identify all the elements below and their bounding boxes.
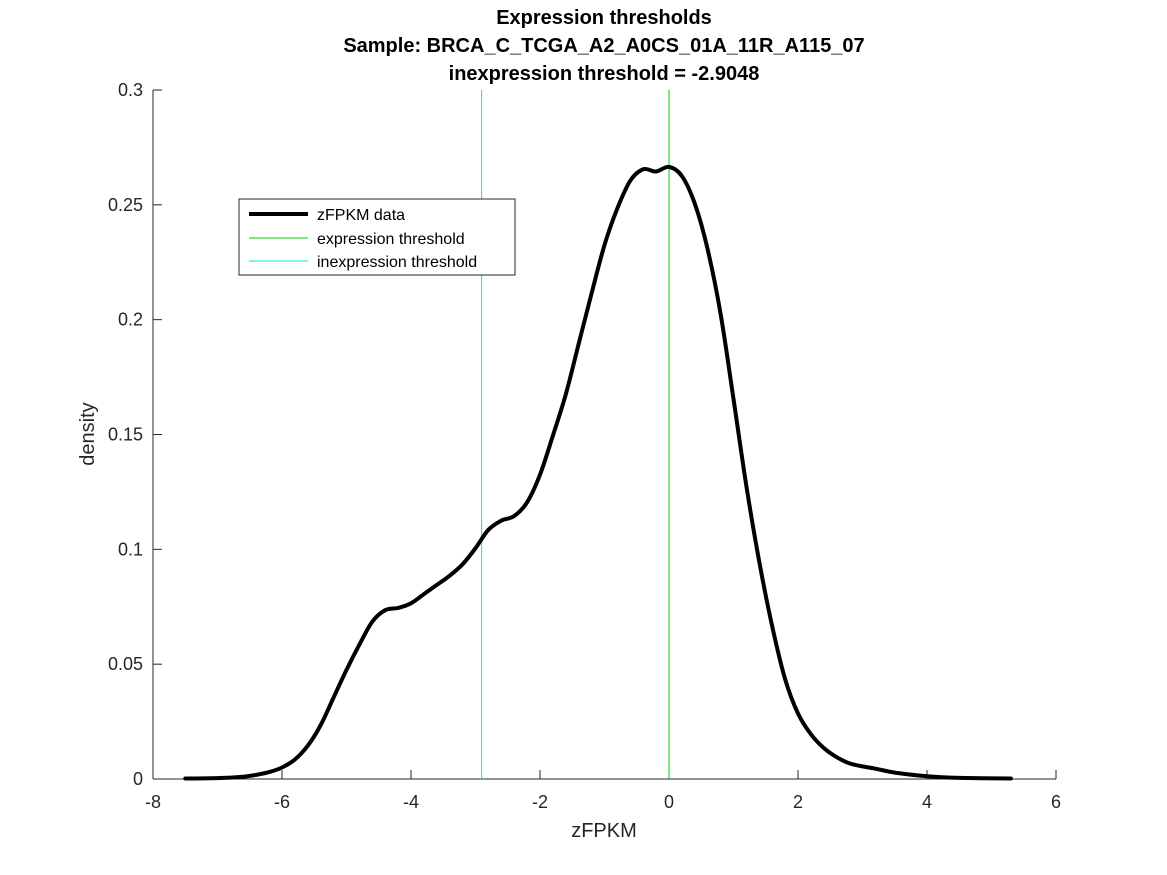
y-tick-label: 0.15 <box>108 425 143 445</box>
y-tick-label: 0 <box>133 769 143 789</box>
y-tick-label: 0.1 <box>118 539 143 559</box>
x-tick-label: -4 <box>403 792 419 812</box>
y-axis-label: density <box>77 402 99 465</box>
x-axis-label: zFPKM <box>571 820 637 842</box>
chart-title-line-2: Sample: BRCA_C_TCGA_A2_A0CS_01A_11R_A115… <box>343 35 864 57</box>
x-tick-label: 4 <box>922 792 932 812</box>
y-tick-label: 0.3 <box>118 80 143 100</box>
x-tick-label: 2 <box>793 792 803 812</box>
x-axis-ticks: -8 -6 -4 -2 0 2 4 6 <box>145 770 1061 812</box>
legend: zFPKM data expression threshold inexpres… <box>238 198 516 276</box>
y-tick-label: 0.2 <box>118 310 143 330</box>
legend-box <box>238 198 516 276</box>
x-tick-label: 0 <box>664 792 674 812</box>
x-tick-label: -8 <box>145 792 161 812</box>
x-tick-label: -6 <box>274 792 290 812</box>
legend-label-zfpkm-data: zFPKM data <box>317 207 405 224</box>
zfpkm-density-curve <box>183 164 1013 781</box>
legend-label-expression-threshold: expression threshold <box>317 231 465 248</box>
x-tick-label: -2 <box>532 792 548 812</box>
y-tick-label: 0.25 <box>108 195 143 215</box>
plot-area <box>153 90 1056 779</box>
legend-label-inexpression-threshold: inexpression threshold <box>317 254 477 271</box>
y-tick-label: 0.05 <box>108 654 143 674</box>
y-axis-ticks: 0 0.05 0.1 0.15 0.2 0.25 0.3 <box>108 80 162 789</box>
chart-title-line-1: Expression thresholds <box>496 7 712 29</box>
x-tick-label: 6 <box>1051 792 1061 812</box>
chart-title-line-3: inexpression threshold = -2.9048 <box>449 63 760 85</box>
